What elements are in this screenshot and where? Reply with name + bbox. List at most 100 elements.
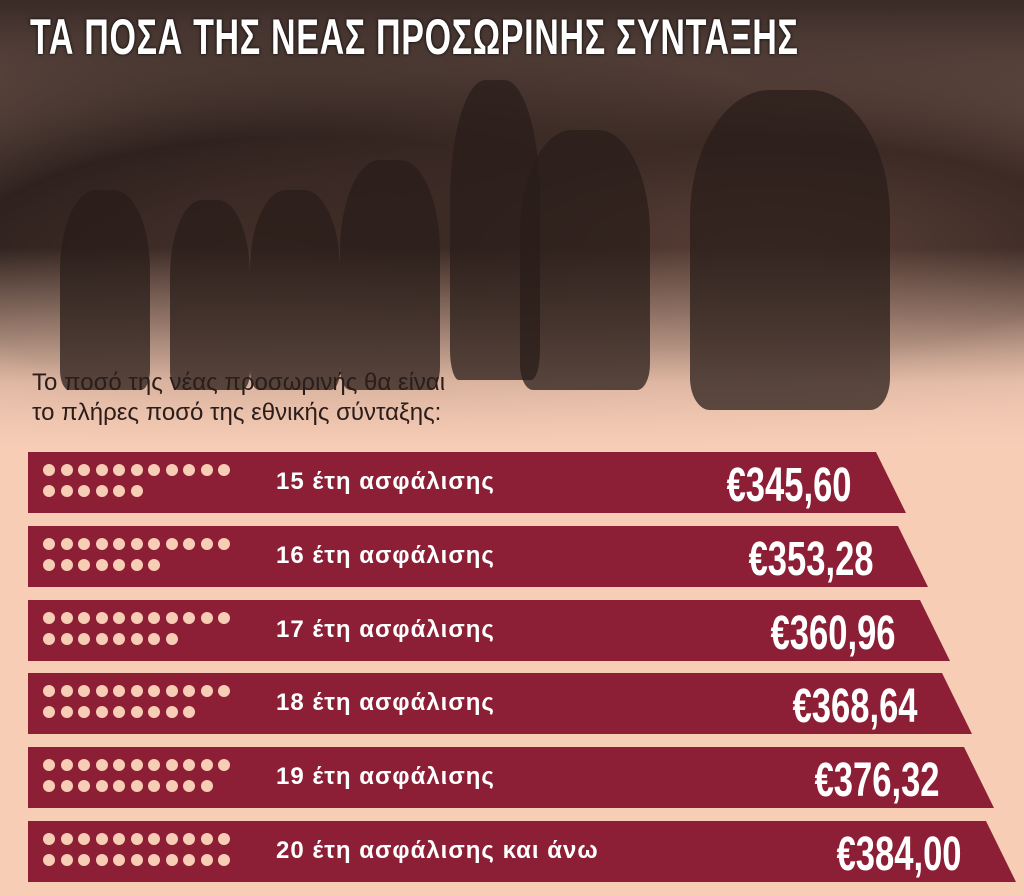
bar-value: €345,60 bbox=[727, 459, 852, 512]
bar-shape bbox=[28, 525, 928, 587]
dot bbox=[78, 558, 90, 571]
bar-label: 18 έτη ασφάλισης bbox=[276, 689, 495, 717]
dot bbox=[60, 632, 73, 645]
dot bbox=[183, 833, 195, 845]
subtitle-line-2: το πλήρες ποσό της εθνικής σύνταξης: bbox=[32, 399, 442, 426]
dot bbox=[95, 685, 108, 698]
dot bbox=[43, 558, 55, 571]
dot bbox=[43, 780, 55, 793]
dot bbox=[148, 537, 160, 550]
dot bbox=[60, 854, 73, 866]
dot bbox=[165, 611, 178, 624]
background-photo bbox=[0, 0, 1024, 450]
dot bbox=[78, 611, 90, 624]
dot bbox=[95, 854, 108, 866]
bar-value: €384,00 bbox=[837, 828, 962, 881]
dot bbox=[78, 854, 90, 866]
dot bbox=[113, 854, 125, 866]
dot bbox=[183, 611, 195, 624]
dot bbox=[165, 759, 178, 772]
bar-value: €353,28 bbox=[749, 532, 874, 586]
dot bbox=[113, 485, 125, 497]
dot bbox=[95, 537, 108, 550]
dot bbox=[130, 780, 143, 793]
dot bbox=[95, 464, 108, 476]
dot bbox=[113, 537, 125, 550]
dot bbox=[78, 833, 90, 845]
dot bbox=[130, 685, 143, 698]
dot bbox=[78, 632, 90, 645]
dot bbox=[218, 611, 230, 624]
bar-shape bbox=[28, 747, 994, 809]
dot bbox=[78, 685, 90, 698]
bar-label: 15 έτη ασφάλισης bbox=[276, 468, 495, 495]
dot bbox=[78, 464, 90, 476]
dot bbox=[200, 759, 213, 772]
bar-shape bbox=[28, 452, 906, 513]
dot bbox=[130, 854, 143, 866]
dot bbox=[43, 632, 55, 645]
dot bbox=[60, 759, 73, 772]
page-title: ΤΑ ΠΟΣΑ ΤΗΣ ΝΕΑΣ ΠΡΟΣΩΡΙΝΗΣ ΣΥΝΤΑΞΗΣ bbox=[30, 9, 799, 65]
dot bbox=[148, 685, 160, 698]
dot bbox=[78, 759, 90, 772]
dot bbox=[113, 558, 125, 571]
dot bbox=[200, 780, 213, 793]
dot bbox=[113, 706, 125, 719]
dot bbox=[218, 759, 230, 772]
dot bbox=[60, 611, 73, 624]
dot bbox=[130, 632, 143, 645]
dot bbox=[165, 464, 178, 476]
dot bbox=[148, 759, 160, 772]
dot bbox=[148, 464, 160, 476]
dot bbox=[165, 685, 178, 698]
dot bbox=[78, 537, 90, 550]
dot bbox=[113, 780, 125, 793]
dot-group bbox=[43, 833, 243, 875]
dot bbox=[148, 706, 160, 719]
bar-label: 16 έτη ασφάλισης bbox=[276, 541, 495, 569]
dot bbox=[60, 537, 73, 550]
dot bbox=[95, 780, 108, 793]
dot bbox=[95, 558, 108, 571]
dot bbox=[43, 833, 55, 845]
bar: 18 έτη ασφάλισης €368,64 bbox=[28, 673, 972, 735]
dot bbox=[130, 833, 143, 845]
bar: 17 έτη ασφάλισης €360,96 bbox=[28, 599, 950, 661]
dot bbox=[60, 558, 73, 571]
dot bbox=[148, 854, 160, 866]
dot bbox=[183, 854, 195, 866]
bar: 19 έτη ασφάλισης €376,32 bbox=[28, 747, 994, 809]
dot bbox=[200, 537, 213, 550]
dot bbox=[218, 685, 230, 698]
subtitle: Το ποσό της νέας προσωρινής θα είναι το … bbox=[32, 368, 445, 428]
dot bbox=[60, 464, 73, 476]
subtitle-line-1: Το ποσό της νέας προσωρινής θα είναι bbox=[32, 369, 446, 396]
dot bbox=[218, 537, 230, 550]
dot bbox=[200, 685, 213, 698]
dot bbox=[130, 485, 143, 497]
dot bbox=[148, 780, 160, 793]
dot bbox=[113, 759, 125, 772]
dot bbox=[130, 759, 143, 772]
dot bbox=[130, 464, 143, 476]
dot bbox=[43, 611, 55, 624]
dot bbox=[78, 780, 90, 793]
dot bbox=[130, 558, 143, 571]
dot-group bbox=[43, 464, 243, 506]
dot bbox=[43, 759, 55, 772]
dot bbox=[130, 537, 143, 550]
bar-value: €368,64 bbox=[793, 680, 918, 734]
dot bbox=[43, 854, 55, 866]
dot bbox=[95, 485, 108, 497]
dot bbox=[165, 780, 178, 793]
dot bbox=[113, 685, 125, 698]
dot-group bbox=[43, 759, 243, 801]
dot bbox=[148, 611, 160, 624]
dot bbox=[113, 611, 125, 624]
bar-shape bbox=[28, 599, 950, 661]
bar: 16 έτη ασφάλισης €353,28 bbox=[28, 525, 928, 587]
dot bbox=[183, 706, 195, 719]
dot bbox=[218, 464, 230, 476]
dot bbox=[200, 464, 213, 476]
